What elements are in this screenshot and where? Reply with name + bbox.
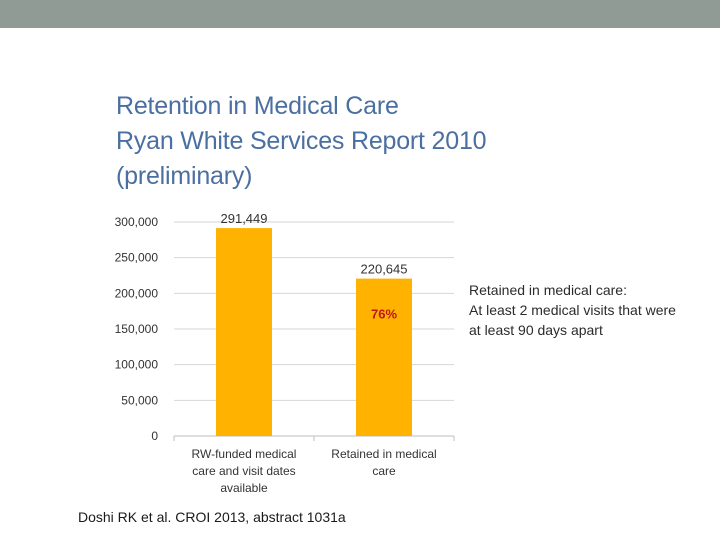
title-line-1: Retention in Medical Care — [116, 92, 399, 120]
y-tick-label: 0 — [151, 429, 158, 443]
x-category-label: available — [220, 481, 268, 495]
title-line-3: (preliminary) — [116, 162, 253, 190]
bar-percent-label: 76% — [371, 307, 397, 322]
y-tick-label: 50,000 — [121, 393, 158, 407]
citation: Doshi RK et al. CROI 2013, abstract 1031… — [78, 509, 346, 525]
bar — [216, 228, 272, 436]
x-category-label: Retained in medical — [331, 447, 436, 461]
data-label: 220,645 — [361, 262, 408, 277]
note-line-3: at least 90 days apart — [469, 322, 603, 338]
x-category-label: care and visit dates — [192, 464, 295, 478]
y-tick-label: 200,000 — [115, 286, 159, 300]
title-line-2: Ryan White Services Report 2010 — [116, 127, 487, 155]
y-tick-label: 300,000 — [115, 215, 159, 229]
x-category-label: RW-funded medical — [192, 447, 297, 461]
data-label: 291,449 — [221, 211, 268, 226]
y-tick-label: 250,000 — [115, 251, 159, 265]
slide-title: Retention in Medical Care Ryan White Ser… — [116, 89, 487, 194]
bar — [356, 278, 412, 436]
x-category-label: care — [372, 464, 396, 478]
y-tick-label: 100,000 — [115, 358, 159, 372]
bar-chart: 0 50,000 100,000 150,000 200,000 250,000 300,0… — [100, 205, 470, 505]
note-line-2: At least 2 medical visits that were — [469, 302, 676, 318]
definition-note: Retained in medical care: At least 2 med… — [469, 280, 714, 340]
y-tick-label: 150,000 — [115, 322, 159, 336]
top-band — [0, 0, 720, 28]
note-line-1: Retained in medical care: — [469, 282, 627, 298]
